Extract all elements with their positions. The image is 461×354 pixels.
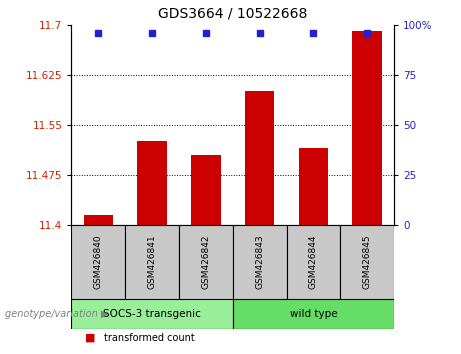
Bar xyxy=(179,225,233,299)
Text: GSM426841: GSM426841 xyxy=(148,235,157,289)
Bar xyxy=(233,225,287,299)
Bar xyxy=(340,225,394,299)
Text: GSM426845: GSM426845 xyxy=(363,235,372,289)
Text: GSM426842: GSM426842 xyxy=(201,235,210,289)
Bar xyxy=(71,225,125,299)
Bar xyxy=(299,148,328,225)
Title: GDS3664 / 10522668: GDS3664 / 10522668 xyxy=(158,7,307,21)
Text: transformed count: transformed count xyxy=(104,333,195,343)
Text: wild type: wild type xyxy=(290,309,337,319)
Bar xyxy=(125,225,179,299)
Text: ■: ■ xyxy=(85,333,96,343)
Text: GSM426843: GSM426843 xyxy=(255,235,264,289)
Bar xyxy=(287,225,340,299)
Bar xyxy=(191,155,221,225)
Text: genotype/variation ▶: genotype/variation ▶ xyxy=(5,309,108,319)
Text: GSM426840: GSM426840 xyxy=(94,235,103,289)
Bar xyxy=(137,142,167,225)
Bar xyxy=(245,91,274,225)
Text: SOCS-3 transgenic: SOCS-3 transgenic xyxy=(103,309,201,319)
Bar xyxy=(233,299,394,329)
Bar xyxy=(83,215,113,225)
Text: GSM426844: GSM426844 xyxy=(309,235,318,289)
Bar xyxy=(353,32,382,225)
Bar xyxy=(71,299,233,329)
